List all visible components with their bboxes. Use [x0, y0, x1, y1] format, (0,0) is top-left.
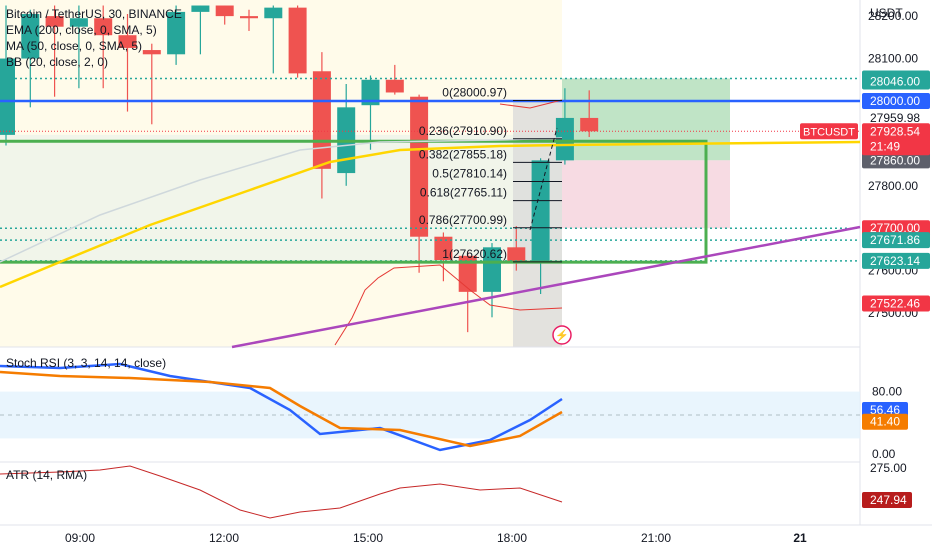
- stoch-legend[interactable]: Stoch RSI (3, 3, 14, 14, close): [6, 355, 166, 371]
- atr-value-bg: [862, 492, 912, 508]
- time-tick: 21:00: [641, 531, 671, 545]
- candle-body: [45, 16, 64, 27]
- time-axis[interactable]: 09:00 12:00 15:00 18:00 21:00 21: [65, 531, 807, 545]
- fib-label: 0.618(27765.11): [420, 186, 507, 200]
- main-legend: Bitcoin / TetherUS, 30, BINANCE EMA (200…: [6, 6, 182, 70]
- candle-body: [142, 50, 161, 55]
- candle-layer: [0, 5, 599, 333]
- candle-body: [361, 79, 380, 106]
- stoch-band: [0, 391, 860, 439]
- price-label: 27700.00: [870, 221, 920, 235]
- candle-body: [191, 5, 210, 12]
- bb-lower-line: [334, 264, 563, 346]
- price-label-bg: [862, 252, 930, 269]
- alert-glyph: ⚡: [555, 329, 569, 342]
- atr-line: [0, 465, 563, 519]
- candle-body: [69, 18, 88, 27]
- stoch-k-line: [0, 362, 563, 452]
- stoch-tick: 80.00: [872, 385, 902, 399]
- price-label: 27860.00: [870, 153, 920, 167]
- price-label-bg: [862, 73, 930, 90]
- candle-body: [215, 5, 234, 17]
- stoch-tick: 0.00: [872, 447, 896, 461]
- price-label: 28046.00: [870, 74, 920, 88]
- bb-legend[interactable]: BB (20, close, 2, 0): [6, 55, 109, 69]
- price-label: 28000.00: [870, 94, 920, 108]
- alert-icon: [552, 325, 572, 345]
- time-tick: 15:00: [353, 531, 383, 545]
- fib-label: 1(27620.62): [442, 247, 507, 261]
- ema-200-line: [0, 140, 861, 289]
- symbol-title[interactable]: Bitcoin / TetherUS, 30, BINANCE: [6, 7, 182, 21]
- price-tick: 28200.00: [868, 9, 918, 23]
- fib-label: 0.786(27700.99): [419, 213, 507, 227]
- candle-body: [21, 13, 40, 59]
- price-label-bg: [862, 92, 930, 109]
- candle-body: [385, 79, 404, 93]
- current-price-bg: [862, 123, 930, 156]
- fib-label: 0.382(27855.18): [419, 147, 507, 161]
- candle-body: [167, 11, 186, 55]
- countdown: 21:49: [870, 139, 900, 153]
- candle-body: [483, 247, 501, 292]
- stoch-value: 56.46: [870, 403, 900, 417]
- stoch-d-line: [0, 370, 563, 448]
- atr-title: ATR (14, RMA): [6, 468, 88, 482]
- fib-label: 0.236(27910.90): [419, 124, 507, 138]
- atr-value: 247.94: [870, 493, 907, 507]
- fib-label: 0(28000.97): [442, 86, 507, 100]
- fib-label: 0.5(27810.14): [432, 167, 507, 181]
- candle-body: [434, 236, 453, 261]
- atr-tick: 275.00: [870, 461, 907, 475]
- candle-body: [458, 255, 477, 292]
- stoch-value: 41.40: [870, 415, 900, 429]
- atr-legend[interactable]: ATR (14, RMA): [6, 467, 87, 483]
- candle-body: [0, 58, 15, 135]
- position-loss-zone: [562, 160, 730, 229]
- price-label-bg: [862, 232, 930, 249]
- time-tick: 21: [793, 531, 807, 545]
- price-label: 27522.46: [870, 297, 920, 311]
- ema-legend[interactable]: EMA (200, close, 0, SMA, 5): [6, 23, 157, 37]
- stoch-title: Stoch RSI (3, 3, 14, 14, close): [6, 356, 167, 370]
- symbol-tag: BTCUSDT: [803, 126, 855, 138]
- candle-body: [507, 247, 526, 263]
- overlay-layer: 0(28000.97) 0.236(27910.90) 0.382(27855.18…: [0, 77, 861, 349]
- time-tick: 09:00: [65, 531, 95, 545]
- price-label-bg: [862, 295, 930, 312]
- price-tick: 27800.00: [868, 179, 918, 193]
- demand-zone-rect: [0, 139, 708, 264]
- candle-body: [580, 117, 599, 132]
- price-tick: 28100.00: [868, 52, 918, 66]
- ma-50-line: [0, 137, 563, 263]
- candle-body: [118, 35, 137, 48]
- ma-legend[interactable]: MA (50, close, 0, SMA, 5): [6, 39, 143, 53]
- ascending-trendline: [231, 225, 861, 349]
- candle-body: [312, 71, 331, 169]
- candle-body: [94, 18, 113, 36]
- price-label: 27623.14: [870, 254, 920, 268]
- candle-body: [240, 16, 258, 19]
- price-axis[interactable]: 28200.0028100.0027900.0027800.0027600.00…: [800, 9, 930, 320]
- candle-body: [531, 160, 550, 263]
- price-label: 27959.98: [870, 111, 920, 125]
- time-tick: 12:00: [209, 531, 239, 545]
- background-layer: [0, 0, 932, 526]
- current-price: 27928.54: [870, 124, 920, 138]
- price-label: 27671.86: [870, 233, 920, 247]
- projection-dashed: [529, 127, 558, 231]
- time-tick: 18:00: [497, 531, 527, 545]
- candle-body: [288, 7, 307, 74]
- price-label-bg: [862, 152, 930, 169]
- atr-pane[interactable]: 275.00 247.94: [0, 461, 912, 519]
- candle-body: [264, 7, 283, 19]
- stoch-value-bg: [862, 413, 908, 430]
- candle-body: [555, 117, 574, 161]
- symbol-tag-bg: [800, 123, 858, 140]
- currency-label: USDT: [870, 6, 903, 20]
- bb-upper-line: [499, 99, 563, 109]
